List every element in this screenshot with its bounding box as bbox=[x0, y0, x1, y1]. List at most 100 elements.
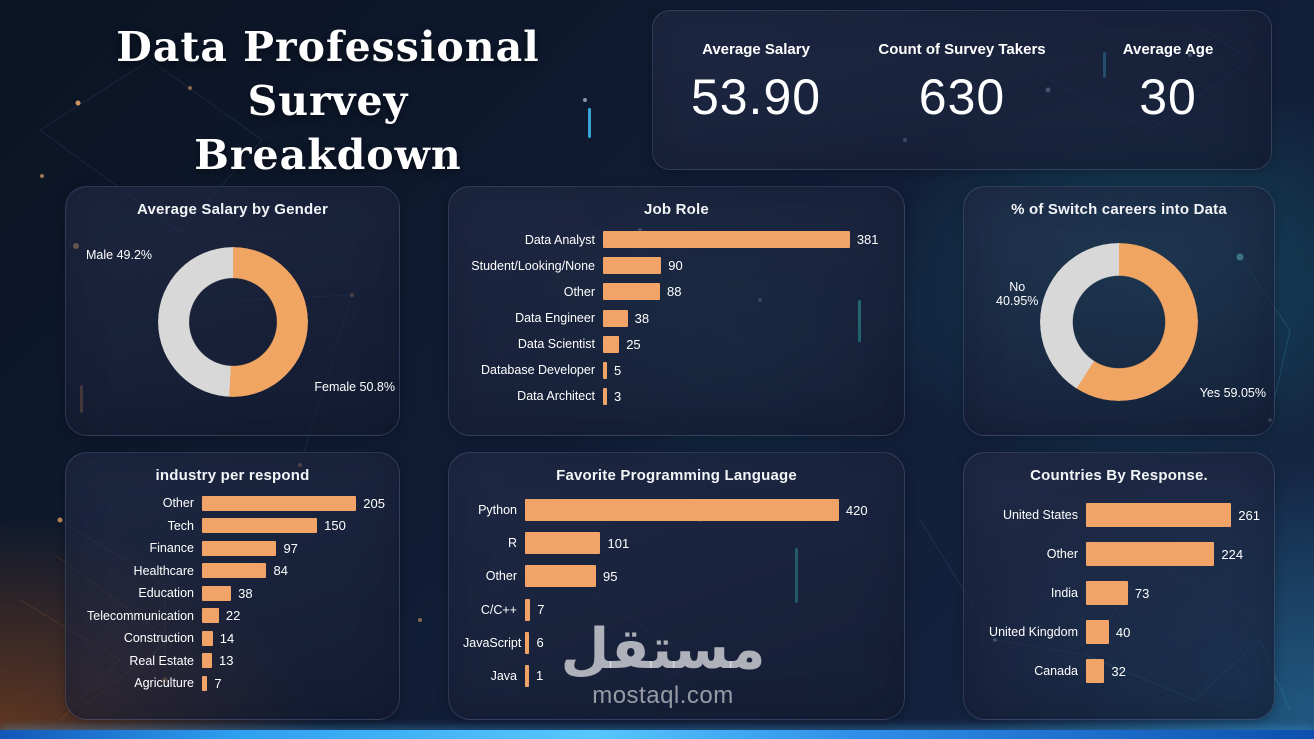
bar-category-label: Data Scientist bbox=[517, 337, 595, 352]
bar-row: Education 38 bbox=[80, 585, 385, 601]
bar-row: United States 261 bbox=[978, 503, 1260, 527]
bar-telecommunication[interactable] bbox=[202, 608, 219, 623]
bar-agriculture[interactable] bbox=[202, 675, 208, 691]
dashboard-title: Data Professional Survey Breakdown bbox=[38, 20, 618, 182]
bar-data-scientist[interactable] bbox=[603, 335, 620, 353]
bar-value-label: 95 bbox=[603, 568, 618, 584]
bar-value-label: 3 bbox=[614, 388, 622, 404]
bar-track: 7 bbox=[202, 675, 385, 691]
bar-row: United Kingdom 40 bbox=[978, 620, 1260, 644]
bar-data-engineer[interactable] bbox=[603, 309, 628, 327]
bar-value-label: 150 bbox=[324, 518, 346, 533]
bar-value-label: 73 bbox=[1134, 585, 1150, 601]
bar-value-label: 97 bbox=[283, 540, 298, 556]
bar-value-label: 14 bbox=[219, 630, 235, 646]
dashboard-title-line1: Data Professional Survey bbox=[116, 23, 540, 126]
bar-track: 25 bbox=[603, 335, 890, 353]
bar-database-developer[interactable] bbox=[603, 361, 607, 379]
bar-category-label: Tech bbox=[167, 518, 194, 533]
bar-row: Telecommunication 22 bbox=[80, 608, 385, 623]
bar-category-label: India bbox=[1050, 586, 1078, 600]
job-role-bar-chart: Data Analyst 381 Student/Looking/None 90 Oth… bbox=[449, 222, 904, 422]
chart-title: % of Switch careers into Data bbox=[1011, 201, 1227, 218]
bar-value-label: 7 bbox=[537, 602, 545, 618]
bar-track: 14 bbox=[202, 630, 385, 646]
bar-category-label: Data Engineer bbox=[515, 311, 595, 325]
bar-r[interactable] bbox=[525, 532, 601, 555]
bar-tech[interactable] bbox=[202, 518, 318, 533]
bar-row: Data Scientist 25 bbox=[463, 335, 890, 353]
bar-value-label: 32 bbox=[1111, 663, 1126, 679]
bar-python[interactable] bbox=[525, 499, 839, 522]
bar-construction[interactable] bbox=[202, 630, 213, 646]
bar-track: 381 bbox=[603, 231, 890, 249]
bar-track: 261 bbox=[1086, 503, 1260, 527]
bar-row: Python 420 bbox=[463, 499, 890, 522]
card-countries-by-response: Countries By Response. United States 261 O… bbox=[963, 452, 1275, 720]
bar-track: 7 bbox=[525, 598, 890, 621]
bar-other[interactable] bbox=[202, 495, 357, 511]
bar-value-label: 261 bbox=[1238, 507, 1260, 523]
bar-value-label: 224 bbox=[1221, 546, 1244, 562]
bar-track: 22 bbox=[202, 608, 385, 623]
chart-title: Average Salary by Gender bbox=[136, 201, 328, 218]
bar-category-label: United Kingdom bbox=[989, 625, 1078, 639]
bar-track: 97 bbox=[202, 540, 385, 556]
kpi-average-age: Average Age 30 bbox=[1065, 11, 1271, 169]
bar-education[interactable] bbox=[202, 585, 232, 601]
kpi-survey-takers: Count of Survey Takers 630 bbox=[859, 11, 1065, 169]
kpi-value: 53.90 bbox=[690, 69, 822, 125]
donut-callout: No 40.95% bbox=[996, 280, 1039, 308]
bar-java[interactable] bbox=[525, 664, 529, 687]
bar-row: Other 88 bbox=[463, 283, 890, 301]
kpi-value: 30 bbox=[1139, 69, 1197, 125]
bar-category-label: Other bbox=[485, 569, 517, 584]
bar-united-states[interactable] bbox=[1086, 503, 1232, 527]
bar-track: 84 bbox=[202, 563, 385, 578]
bar-track: 101 bbox=[525, 532, 890, 555]
gender-donut[interactable] bbox=[157, 247, 308, 397]
bar-category-label: Student/Looking/None bbox=[471, 258, 595, 273]
bar-c-c-[interactable] bbox=[525, 598, 531, 621]
bar-category-label: Canada bbox=[1034, 664, 1078, 678]
bar-category-label: JavaScript bbox=[463, 635, 522, 650]
bar-united-kingdom[interactable] bbox=[1086, 620, 1109, 644]
bar-track: 40 bbox=[1086, 620, 1260, 644]
bar-track: 13 bbox=[202, 653, 385, 668]
bar-other[interactable] bbox=[525, 565, 596, 588]
bar-healthcare[interactable] bbox=[202, 563, 267, 578]
bar-category-label: Database Developer bbox=[481, 363, 595, 378]
bar-other[interactable] bbox=[1086, 542, 1215, 566]
bar-real-estate[interactable] bbox=[202, 653, 212, 668]
switch-donut[interactable] bbox=[1040, 243, 1198, 401]
bar-value-label: 88 bbox=[667, 284, 682, 300]
bar-value-label: 101 bbox=[607, 535, 630, 551]
bar-category-label: C/C++ bbox=[480, 602, 517, 617]
bar-category-label: Healthcare bbox=[133, 563, 194, 578]
bar-other[interactable] bbox=[603, 283, 660, 301]
card-average-salary-by-gender: Average Salary by Gender Male 49.2% Femal… bbox=[65, 186, 400, 436]
bar-student-looking-none[interactable] bbox=[603, 257, 662, 275]
bar-india[interactable] bbox=[1086, 581, 1128, 605]
bar-value-label: 205 bbox=[363, 495, 385, 511]
bar-row: Construction 14 bbox=[80, 630, 385, 646]
bar-javascript[interactable] bbox=[525, 631, 530, 654]
bar-data-architect[interactable] bbox=[603, 387, 607, 405]
bar-track: 90 bbox=[603, 257, 890, 275]
bar-data-analyst[interactable] bbox=[603, 231, 850, 249]
kpi-label: Average Salary bbox=[702, 41, 810, 58]
bar-value-label: 90 bbox=[668, 258, 683, 274]
bar-value-label: 38 bbox=[634, 310, 650, 326]
bar-row: JavaScript 6 bbox=[463, 631, 890, 654]
bar-value-label: 25 bbox=[626, 336, 641, 352]
kpi-label: Average Age bbox=[1122, 41, 1214, 58]
chart-title: Favorite Programming Language bbox=[556, 467, 797, 484]
countries-bar-chart: United States 261 Other 224 India 73 United Ki… bbox=[964, 488, 1274, 706]
bar-canada[interactable] bbox=[1086, 659, 1105, 683]
gender-donut-chart: Male 49.2% Female 50.8% bbox=[66, 222, 399, 422]
bar-track: 5 bbox=[603, 361, 890, 379]
card-job-role: Job Role Data Analyst 381 Student/Looking/… bbox=[448, 186, 905, 436]
bar-row: Other 95 bbox=[463, 565, 890, 588]
chart-title: Countries By Response. bbox=[1030, 467, 1208, 484]
bar-finance[interactable] bbox=[202, 540, 277, 556]
